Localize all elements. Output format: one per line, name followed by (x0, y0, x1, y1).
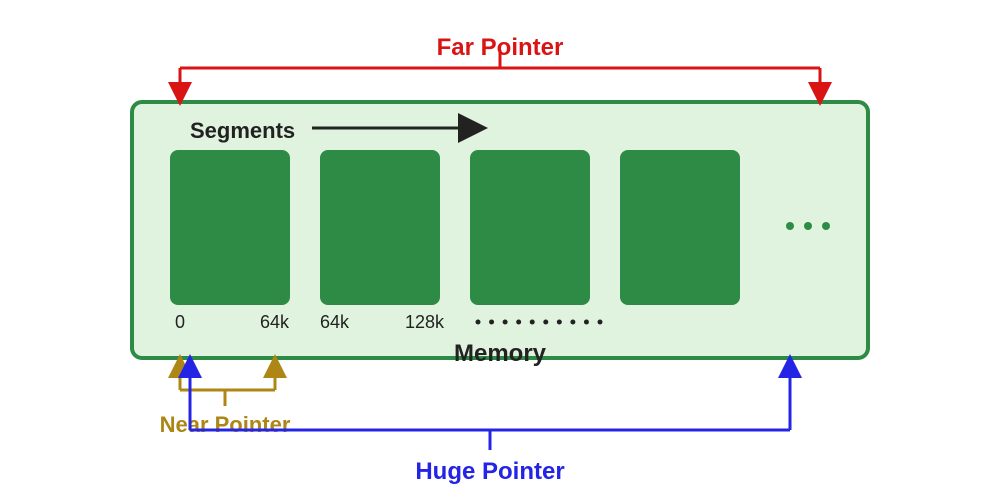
addr-0-label: 0 (175, 312, 185, 333)
memory-label: Memory (454, 340, 546, 368)
ellipsis-dot-0 (786, 222, 794, 230)
segments-label: Segments (190, 118, 295, 144)
segment-0 (170, 150, 290, 305)
huge-pointer-label: Huge Pointer (415, 458, 564, 486)
addr-128k-label: 128k (405, 312, 444, 333)
segment-2 (470, 150, 590, 305)
far-pointer-label: Far Pointer (437, 34, 564, 62)
addr-64k-a-label: 64k (260, 312, 289, 333)
addr-64k-b-label: 64k (320, 312, 349, 333)
ellipsis-dot-2 (822, 222, 830, 230)
ellipsis-dot-1 (804, 222, 812, 230)
segment-3 (620, 150, 740, 305)
near-pointer-label: Near Pointer (160, 412, 291, 438)
segment-1 (320, 150, 440, 305)
near-pointer-arrows (180, 360, 275, 406)
